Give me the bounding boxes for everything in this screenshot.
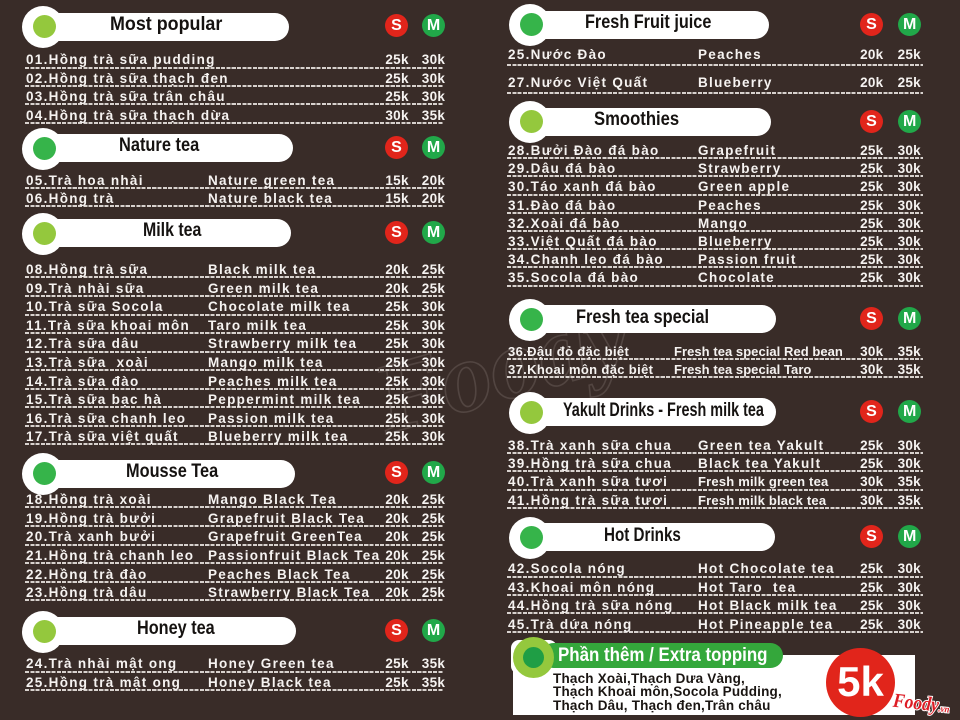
svg-text:Foody.vn: Foody.vn bbox=[891, 690, 951, 718]
